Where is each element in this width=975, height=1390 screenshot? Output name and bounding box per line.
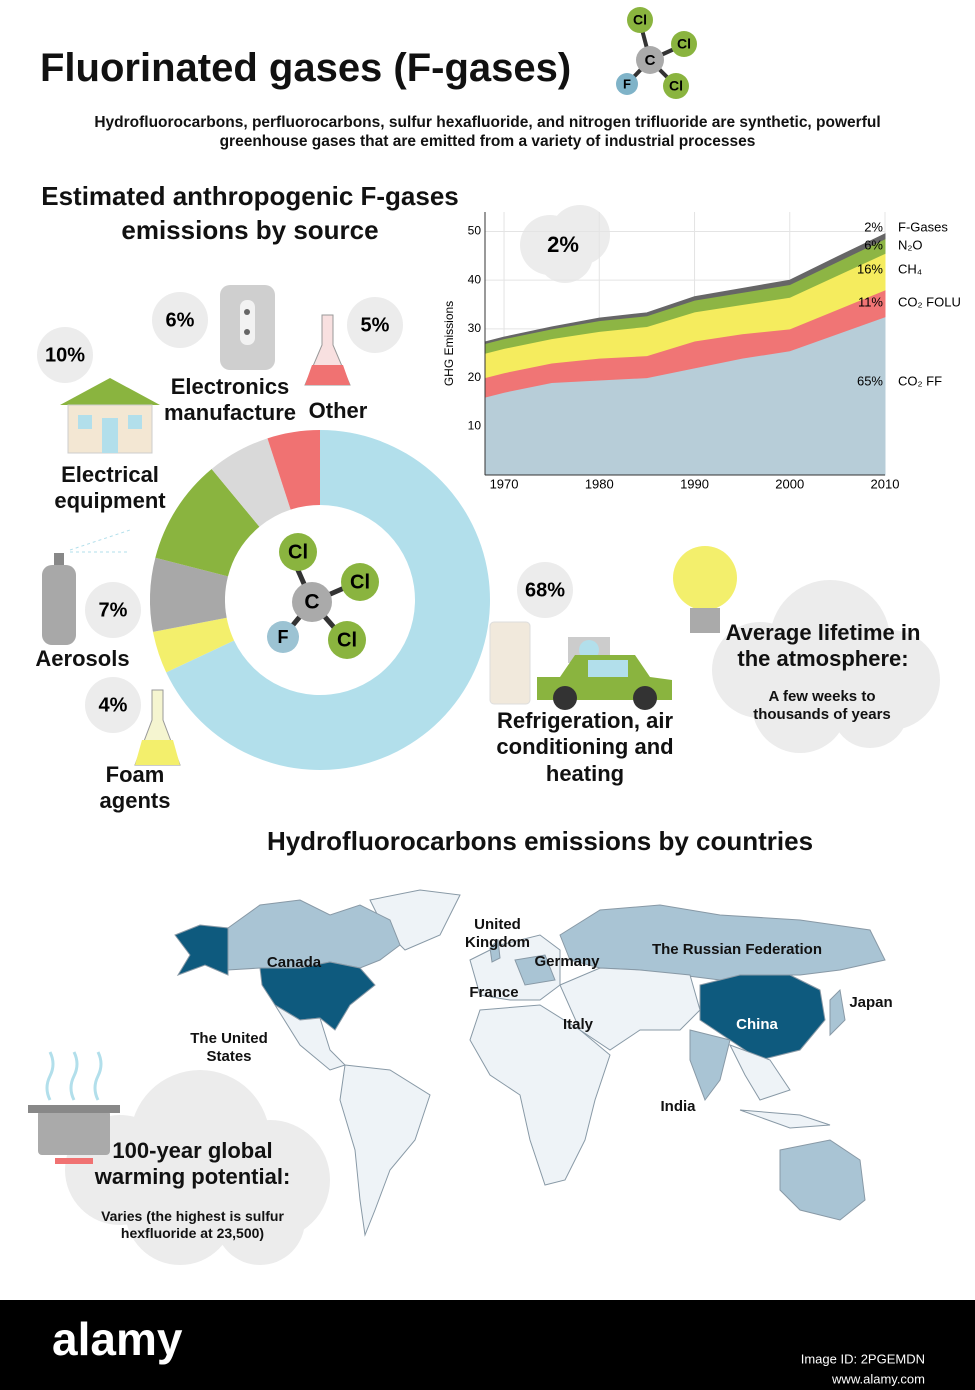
country-label: Canada — [267, 954, 322, 971]
value-bubble — [152, 292, 208, 348]
country-label: Italy — [563, 1016, 594, 1033]
donut-title: Estimated anthropogenic F-gases emission… — [41, 181, 459, 245]
value-label: 6% — [166, 309, 195, 331]
footer-id: Image ID: 2PGEMDN — [801, 1351, 925, 1366]
donut-segment — [267, 430, 320, 510]
footer-bar — [0, 1300, 975, 1390]
country-label: The Russian Federation — [652, 941, 822, 958]
atom-label: Cl — [350, 571, 370, 593]
share-label: 6% — [864, 237, 883, 252]
y-tick-label: 30 — [468, 321, 482, 335]
icons — [28, 205, 940, 1265]
y-tick-label: 50 — [468, 224, 482, 238]
country-label: China — [736, 1016, 778, 1033]
value-bubble — [37, 327, 93, 383]
share-label: 11% — [858, 294, 883, 309]
category-label: Aerosols — [35, 646, 130, 671]
donut-segment — [166, 430, 490, 770]
footer-brand: alamy — [52, 1313, 183, 1365]
value-bubble — [85, 677, 141, 733]
x-tick-label: 2010 — [871, 476, 900, 491]
donut-segment — [211, 438, 291, 527]
country-label: United Kingdom — [465, 916, 530, 951]
value-label: 4% — [99, 694, 128, 716]
atom-label: Cl — [288, 541, 308, 563]
atom-label: Cl — [337, 629, 357, 651]
page-subtitle: Hydrofluorocarbons, perfluorocarbons, su… — [94, 114, 881, 150]
category-label: Electrical equipment — [54, 462, 166, 514]
value-label: 10% — [45, 344, 85, 366]
atom-label: C — [304, 591, 319, 614]
lifetime-title: Average lifetime in the atmosphere: — [725, 620, 921, 672]
lifetime-text: A few weeks to thousands of years — [753, 688, 891, 723]
value-bubble — [517, 562, 573, 618]
share-label: 65% — [857, 373, 883, 388]
atom — [341, 563, 379, 601]
category-label: Refrigeration, air conditioning and heat… — [496, 708, 674, 786]
legend-label: N₂O — [898, 237, 923, 252]
value-bubble — [347, 297, 403, 353]
category-label: Foam agents — [99, 762, 171, 814]
atom-label: Cl — [677, 36, 691, 52]
area — [484, 233, 886, 345]
donut-segment — [153, 617, 235, 673]
country-label: France — [469, 984, 518, 1001]
atom — [328, 621, 366, 659]
x-tick-label: 1970 — [490, 476, 519, 491]
country-label: Germany — [534, 953, 600, 970]
map-title: Hydrofluorocarbons emissions by countrie… — [266, 826, 814, 856]
legend-label: F-Gases — [898, 219, 948, 234]
value-bubble — [85, 582, 141, 638]
legend-label: CO₂ FOLU — [898, 294, 961, 309]
atom-label: Cl — [633, 12, 647, 28]
country-label: Japan — [849, 994, 892, 1011]
atom — [267, 621, 299, 653]
annotation: 2% — [547, 232, 579, 257]
share-label: 2% — [864, 219, 883, 234]
y-axis-label: GHG Emissions — [442, 301, 456, 386]
page-title: Fluorinated gases (F-gases) — [40, 46, 572, 90]
atom-label: F — [623, 76, 631, 91]
value-label: 68% — [525, 579, 565, 601]
x-tick-label: 1990 — [680, 476, 709, 491]
country-label: India — [660, 1098, 696, 1115]
donut-segment — [155, 469, 260, 577]
atom — [279, 533, 317, 571]
legend-label: CH₄ — [898, 261, 922, 276]
y-tick-label: 10 — [468, 418, 482, 432]
category-label: Other — [308, 398, 368, 423]
y-tick-label: 20 — [468, 370, 482, 384]
gwp-text: Varies (the highest is sulfur hexfluorid… — [101, 1208, 284, 1241]
gwp-title: 100-year global warming potential: — [94, 1138, 291, 1190]
header-molecule: C Cl Cl Cl F — [616, 7, 697, 99]
x-tick-label: 1980 — [585, 476, 614, 491]
share-label: 16% — [857, 261, 883, 276]
x-tick-label: 2000 — [775, 476, 804, 491]
atom — [292, 582, 332, 622]
world-map — [174, 889, 886, 1237]
legend-label: CO₂ FF — [898, 373, 942, 388]
value-label: 7% — [99, 599, 128, 621]
atom-label: Cl — [669, 78, 683, 94]
atom-label: C — [645, 52, 656, 69]
footer-url: www.alamy.com — [831, 1371, 925, 1386]
country-label: The United States — [190, 1030, 268, 1065]
category-label: Electronics manufacture — [163, 374, 297, 426]
donut-segment — [150, 557, 228, 632]
y-tick-label: 40 — [468, 272, 482, 286]
center-molecule: Cl Cl Cl FC — [267, 533, 379, 659]
value-label: 5% — [361, 314, 390, 336]
atom-label: F — [278, 627, 289, 647]
